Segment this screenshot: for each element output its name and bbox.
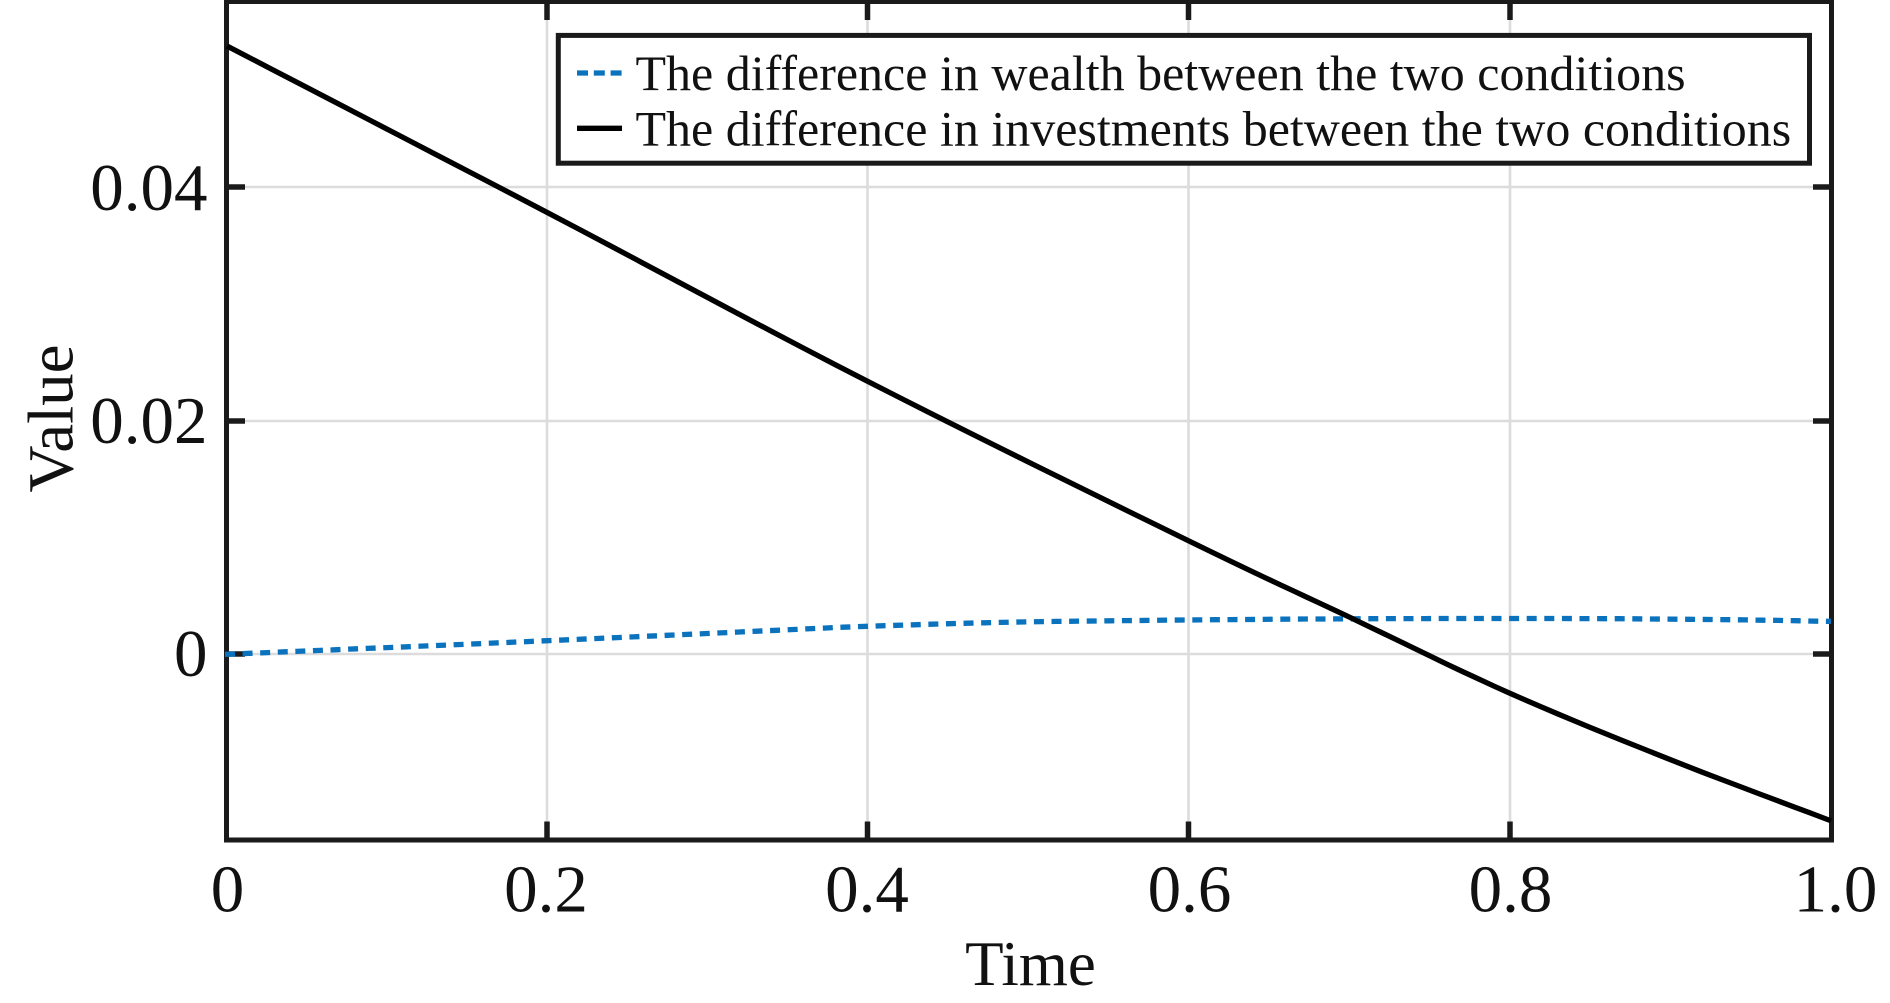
svg-text:1.0: 1.0 bbox=[1794, 853, 1878, 927]
svg-text:0.6: 0.6 bbox=[1148, 853, 1232, 927]
svg-text:0: 0 bbox=[211, 853, 245, 927]
svg-text:0.04: 0.04 bbox=[90, 151, 207, 225]
svg-text:0.8: 0.8 bbox=[1469, 853, 1553, 927]
svg-text:The difference in wealth betwe: The difference in wealth between the two… bbox=[636, 45, 1686, 101]
svg-text:The difference in investments: The difference in investments between th… bbox=[636, 101, 1792, 157]
svg-text:0.02: 0.02 bbox=[90, 384, 207, 458]
svg-text:0: 0 bbox=[174, 617, 208, 691]
svg-text:0.2: 0.2 bbox=[504, 853, 588, 927]
svg-text:Value: Value bbox=[16, 345, 88, 493]
svg-text:Time: Time bbox=[965, 929, 1096, 999]
svg-text:0.4: 0.4 bbox=[825, 853, 909, 927]
